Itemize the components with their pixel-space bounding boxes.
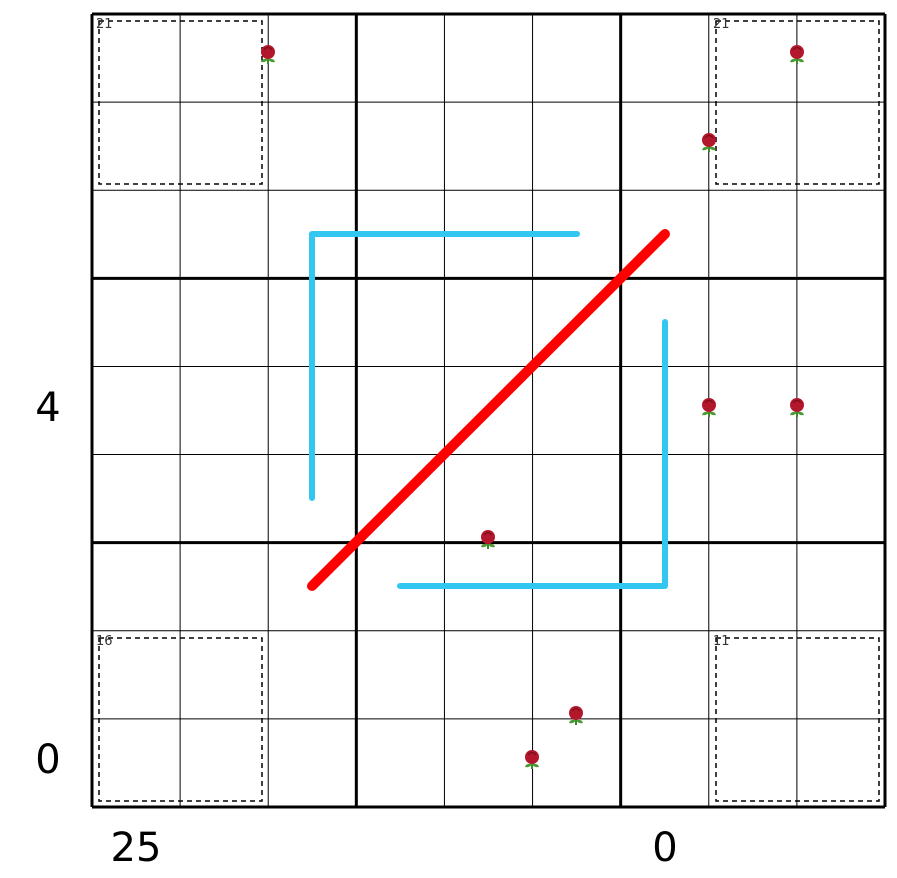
rose-bloom (702, 398, 716, 412)
line-clue (307, 229, 670, 591)
rose-petal (263, 46, 273, 51)
row-clue: 4 (35, 385, 60, 431)
rose-bloom (569, 706, 583, 720)
cage (715, 20, 880, 185)
cage (98, 20, 263, 185)
rose-petal (704, 134, 714, 139)
column-clue: 0 (652, 825, 677, 871)
rose (261, 45, 275, 64)
rose-leaf (481, 543, 495, 548)
rose-petal (571, 707, 581, 712)
rose-bloom (790, 398, 804, 412)
rose (525, 750, 539, 769)
rose-bloom (525, 750, 539, 764)
cage-sum: 21 (96, 17, 113, 32)
cage-sum: 16 (96, 634, 113, 649)
rose-bloom (702, 133, 716, 147)
cage (715, 637, 880, 802)
rose (481, 530, 495, 549)
rose-bloom (481, 530, 495, 544)
rose-leaf (525, 763, 539, 768)
cage (98, 637, 263, 802)
line-clue (309, 231, 580, 501)
rose (790, 398, 804, 417)
rose (569, 706, 583, 725)
rose-leaf (702, 146, 716, 151)
rose-leaf (569, 719, 583, 724)
rose-leaf (790, 58, 804, 63)
rose (702, 398, 716, 417)
cages (98, 20, 880, 802)
rose-petal (792, 399, 802, 404)
cage-sum: 11 (713, 634, 730, 649)
rose-leaf (790, 411, 804, 416)
cage-sum: 21 (713, 17, 730, 32)
rose-bloom (790, 45, 804, 59)
line-clue (397, 319, 668, 589)
rose-petal (527, 751, 537, 756)
rose-leaf (261, 58, 275, 63)
rose (790, 45, 804, 64)
rose-bloom (261, 45, 275, 59)
roses (261, 45, 804, 769)
rose-petal (704, 399, 714, 404)
rose-petal (483, 531, 493, 536)
column-clue: 25 (111, 825, 162, 871)
rose (702, 133, 716, 152)
row-clue: 0 (35, 737, 60, 783)
rose-leaf (702, 411, 716, 416)
rose-petal (792, 46, 802, 51)
